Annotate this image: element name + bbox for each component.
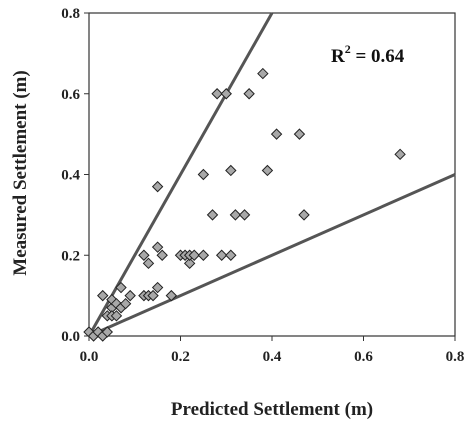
data-point-20	[142, 257, 155, 270]
data-point-25	[156, 249, 168, 261]
reference-line-2	[88, 173, 456, 338]
x-tick-label: 0.0	[80, 349, 99, 365]
x-tick-label: 0.4	[263, 349, 282, 365]
data-point-43	[257, 67, 269, 80]
data-point-48	[394, 148, 406, 161]
data-points	[83, 67, 406, 342]
data-point-29	[183, 257, 196, 270]
data-point-11	[110, 310, 123, 322]
y-tick-label: 0.8	[61, 6, 80, 22]
x-tick-label: 0.2	[171, 349, 190, 365]
data-point-7	[101, 326, 114, 338]
r-squared-base: R	[331, 46, 345, 67]
reference-line-1	[87, 12, 274, 337]
y-axis-ticks: 0.0 0.2 0.4 0.6 0.8	[61, 6, 89, 345]
x-tick-label: 0.6	[354, 349, 373, 365]
data-point-23	[151, 241, 164, 253]
data-point-36	[215, 249, 228, 261]
y-axis-title: Measured Settlement (m)	[10, 70, 31, 275]
y-tick-label: 0.2	[61, 248, 80, 264]
data-point-21	[147, 289, 159, 302]
data-point-15	[119, 297, 132, 310]
data-point-33	[197, 249, 210, 261]
data-point-37	[220, 88, 232, 100]
data-point-42	[243, 88, 255, 100]
data-point-39	[225, 164, 237, 177]
data-point-34	[206, 209, 219, 221]
data-point-38	[225, 249, 237, 261]
y-tick-label: 0.4	[61, 168, 80, 184]
data-point-41	[238, 209, 251, 221]
x-axis-ticks: 0.0 0.2 0.4 0.6 0.8	[80, 336, 465, 365]
plot-area	[83, 12, 456, 342]
data-point-44	[261, 164, 274, 177]
data-point-31	[188, 249, 200, 261]
y-tick-label: 0.0	[61, 329, 80, 345]
data-point-16	[124, 289, 136, 302]
data-point-22	[151, 180, 164, 193]
data-point-40	[229, 209, 242, 221]
r-squared-annotation: R2 = 0.64	[331, 42, 405, 67]
data-point-35	[211, 88, 223, 100]
r-squared-superscript: 2	[345, 42, 351, 56]
data-point-46	[293, 128, 306, 140]
data-point-14	[115, 281, 127, 294]
data-point-45	[270, 128, 283, 140]
x-tick-label: 0.8	[446, 349, 465, 365]
r-squared-value: = 0.64	[351, 46, 405, 67]
data-point-26	[165, 289, 178, 302]
data-point-47	[298, 209, 310, 221]
data-point-5	[97, 289, 109, 302]
data-point-32	[197, 168, 210, 181]
data-point-18	[138, 249, 150, 261]
x-axis-title: Predicted Settlement (m)	[171, 399, 373, 420]
y-tick-label: 0.6	[61, 87, 80, 103]
reference-lines	[87, 12, 456, 338]
data-point-24	[151, 281, 164, 294]
